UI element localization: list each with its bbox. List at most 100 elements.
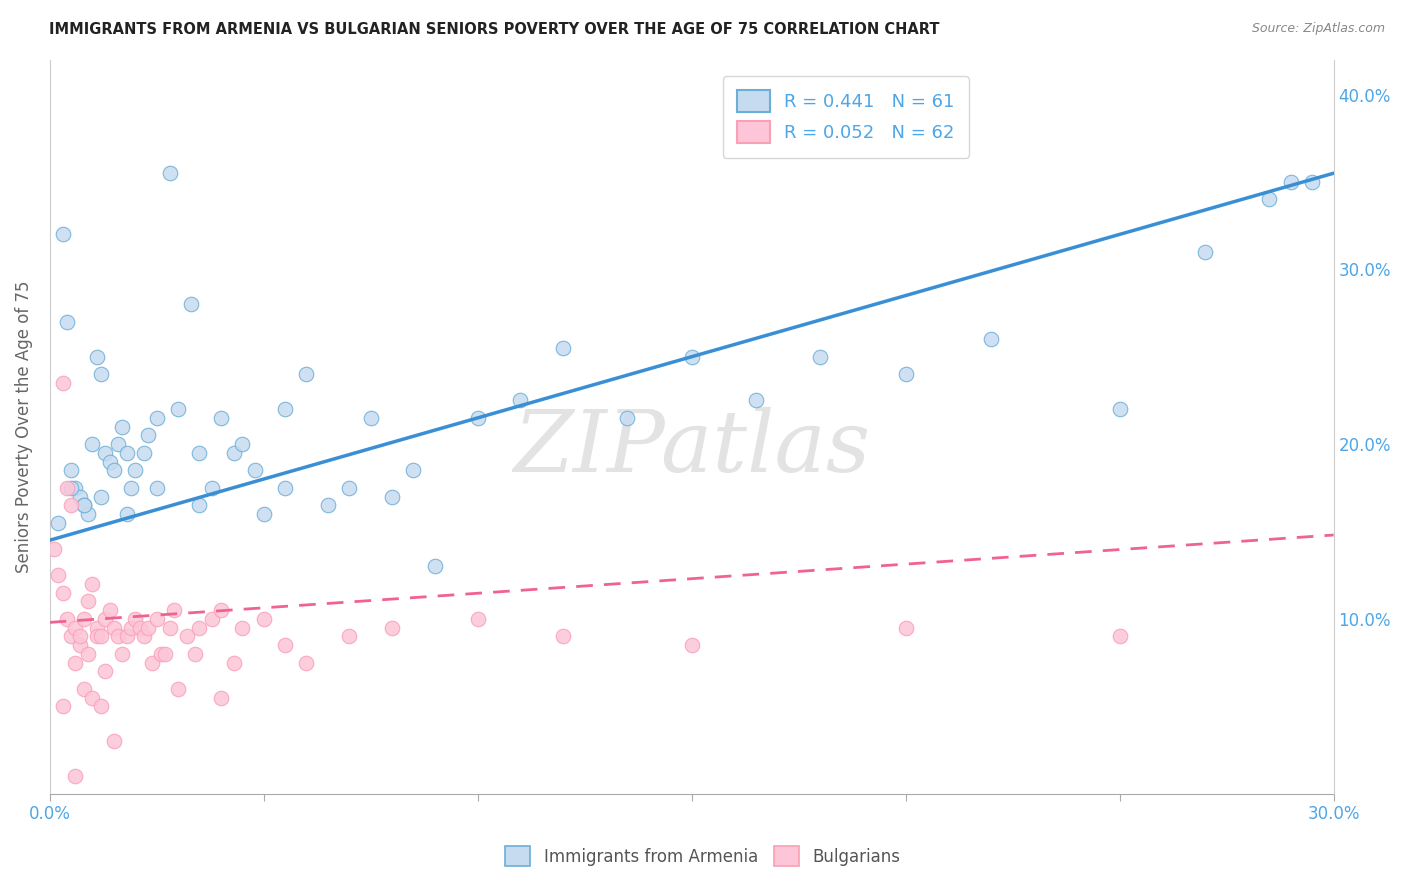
Point — [103, 463, 125, 477]
Point — [316, 498, 339, 512]
Point — [145, 410, 167, 425]
Point — [274, 481, 297, 495]
Point — [82, 577, 104, 591]
Point — [94, 612, 117, 626]
Point — [90, 629, 112, 643]
Point — [77, 507, 100, 521]
Point — [103, 621, 125, 635]
Point — [86, 629, 108, 643]
Point — [60, 498, 83, 512]
Text: ZIPatlas: ZIPatlas — [513, 408, 870, 490]
Point — [553, 341, 575, 355]
Point — [56, 315, 79, 329]
Point — [73, 681, 96, 696]
Point — [980, 332, 1002, 346]
Point — [120, 481, 142, 495]
Y-axis label: Seniors Poverty Over the Age of 75: Seniors Poverty Over the Age of 75 — [15, 280, 32, 573]
Point — [1258, 193, 1281, 207]
Point — [46, 568, 69, 582]
Point — [60, 481, 83, 495]
Point — [65, 481, 87, 495]
Point — [86, 621, 108, 635]
Point — [136, 621, 159, 635]
Point — [120, 621, 142, 635]
Point — [73, 498, 96, 512]
Point — [132, 629, 155, 643]
Point — [65, 621, 87, 635]
Point — [69, 629, 91, 643]
Point — [231, 621, 253, 635]
Point — [98, 454, 121, 468]
Point — [1279, 175, 1302, 189]
Point — [167, 681, 190, 696]
Point — [681, 638, 703, 652]
Point — [1194, 244, 1216, 259]
Point — [201, 481, 224, 495]
Legend: Immigrants from Armenia, Bulgarians: Immigrants from Armenia, Bulgarians — [499, 839, 907, 873]
Point — [201, 612, 224, 626]
Point — [132, 446, 155, 460]
Point — [51, 376, 73, 390]
Point — [616, 410, 638, 425]
Point — [42, 541, 65, 556]
Point — [553, 629, 575, 643]
Point — [188, 498, 211, 512]
Point — [60, 463, 83, 477]
Point — [145, 612, 167, 626]
Point — [51, 585, 73, 599]
Point — [155, 647, 177, 661]
Point — [73, 498, 96, 512]
Point — [65, 656, 87, 670]
Point — [111, 419, 134, 434]
Point — [94, 665, 117, 679]
Point — [231, 437, 253, 451]
Point — [745, 393, 768, 408]
Point — [381, 490, 404, 504]
Point — [1108, 629, 1130, 643]
Point — [159, 621, 181, 635]
Point — [295, 368, 318, 382]
Point — [82, 690, 104, 705]
Point — [60, 629, 83, 643]
Point — [1301, 175, 1323, 189]
Point — [808, 350, 831, 364]
Point — [381, 621, 404, 635]
Point — [894, 368, 917, 382]
Text: Source: ZipAtlas.com: Source: ZipAtlas.com — [1251, 22, 1385, 36]
Point — [337, 481, 360, 495]
Point — [163, 603, 186, 617]
Point — [894, 621, 917, 635]
Point — [423, 559, 446, 574]
Point — [274, 638, 297, 652]
Point — [209, 603, 232, 617]
Point — [107, 437, 129, 451]
Point — [115, 629, 138, 643]
Point — [360, 410, 382, 425]
Point — [467, 612, 489, 626]
Point — [149, 647, 172, 661]
Point — [111, 647, 134, 661]
Point — [188, 621, 211, 635]
Point — [509, 393, 531, 408]
Point — [402, 463, 425, 477]
Point — [188, 446, 211, 460]
Point — [222, 656, 245, 670]
Point — [82, 437, 104, 451]
Point — [124, 612, 146, 626]
Point — [56, 481, 79, 495]
Point — [103, 734, 125, 748]
Point — [295, 656, 318, 670]
Point — [222, 446, 245, 460]
Point — [65, 769, 87, 783]
Point — [180, 297, 202, 311]
Point — [90, 368, 112, 382]
Point — [274, 402, 297, 417]
Point — [681, 350, 703, 364]
Point — [337, 629, 360, 643]
Point — [46, 516, 69, 530]
Point — [124, 463, 146, 477]
Point — [94, 446, 117, 460]
Point — [184, 647, 207, 661]
Point — [467, 410, 489, 425]
Point — [77, 647, 100, 661]
